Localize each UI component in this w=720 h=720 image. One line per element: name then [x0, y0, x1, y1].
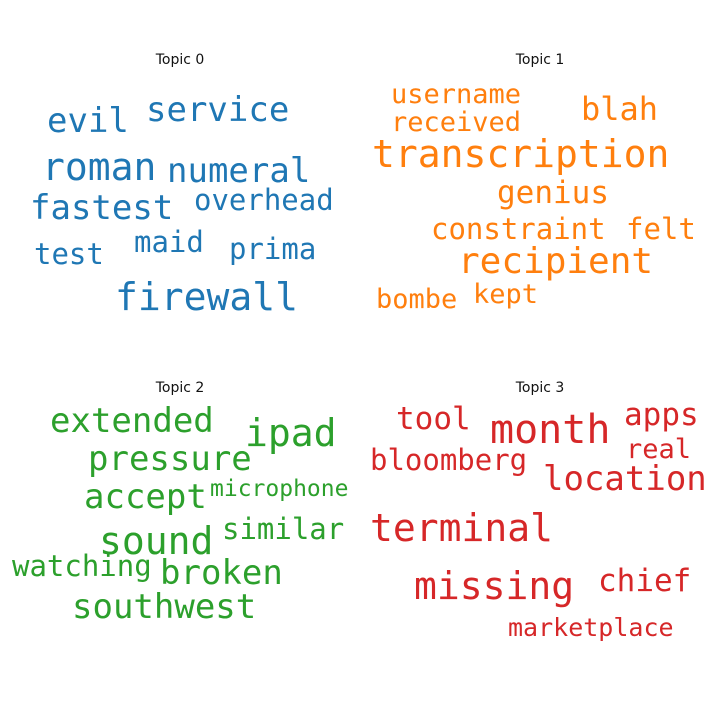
word-terminal: terminal	[370, 506, 554, 550]
word-missing: missing	[414, 564, 575, 608]
word-extended: extended	[50, 401, 214, 441]
word-kept: kept	[473, 279, 539, 310]
topic-2-title: Topic 2	[155, 380, 205, 396]
topic-1-panel: Topic 1 username blah received transcrip…	[360, 0, 720, 360]
word-service: service	[146, 90, 290, 130]
word-received: received	[391, 107, 522, 138]
word-felt: felt	[626, 212, 696, 246]
word-real: real	[626, 434, 692, 465]
word-evil: evil	[47, 101, 129, 141]
topic-3-panel: Topic 3 tool month apps real bloomberg l…	[360, 360, 720, 720]
word-username: username	[391, 79, 522, 110]
word-apps: apps	[624, 397, 699, 433]
word-fastest: fastest	[30, 188, 174, 228]
word-blah: blah	[581, 90, 659, 128]
word-chief: chief	[598, 563, 692, 599]
word-similar: similar	[222, 512, 345, 546]
word-firewall: firewall	[115, 275, 299, 319]
word-bloomberg: bloomberg	[370, 443, 528, 477]
word-roman: roman	[42, 145, 157, 189]
word-overhead: overhead	[194, 183, 334, 217]
word-broken: broken	[160, 553, 283, 593]
word-watching: watching	[12, 549, 152, 583]
topic-0-title: Topic 0	[155, 52, 205, 68]
word-genius: genius	[497, 175, 609, 211]
word-prima: prima	[229, 232, 317, 266]
word-bombe: bombe	[376, 284, 458, 315]
word-marketplace: marketplace	[508, 613, 674, 642]
word-ipad: ipad	[245, 411, 337, 455]
word-sound: sound	[99, 519, 214, 563]
word-month: month	[490, 407, 611, 453]
word-recipient: recipient	[458, 241, 654, 282]
word-pressure: pressure	[88, 439, 252, 479]
word-accept: accept	[84, 477, 207, 517]
word-maid: maid	[134, 225, 204, 259]
word-tool: tool	[396, 401, 471, 437]
word-microphone: microphone	[210, 476, 349, 502]
word-transcription: transcription	[372, 132, 670, 176]
topic-2-panel: Topic 2 extended ipad pressure accept mi…	[0, 360, 360, 720]
word-numeral: numeral	[167, 151, 311, 191]
topic-3-title: Topic 3	[515, 380, 565, 396]
topic-0-panel: Topic 0 evil service roman numeral faste…	[0, 0, 360, 360]
word-constraint: constraint	[431, 212, 606, 246]
word-test: test	[34, 237, 104, 271]
word-location: location	[543, 459, 707, 499]
word-southwest: southwest	[72, 587, 257, 627]
topic-1-title: Topic 1	[515, 52, 565, 68]
